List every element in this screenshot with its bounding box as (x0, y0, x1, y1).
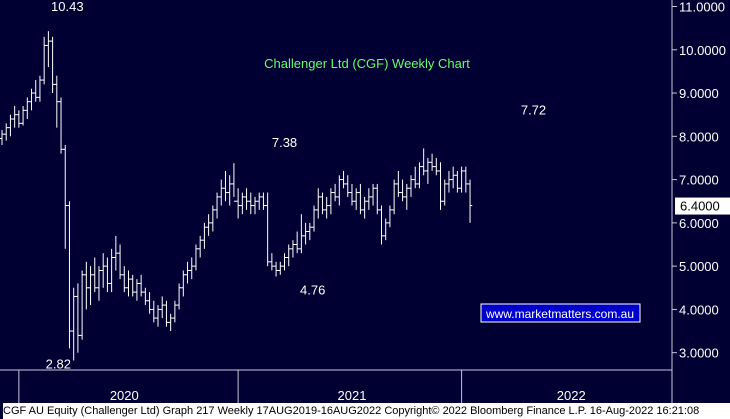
y-tick-label: 3.0000 (679, 346, 719, 361)
y-tick-label: 8.0000 (679, 129, 719, 144)
last-price-label: 6.4000 (680, 199, 720, 214)
watermark-box (480, 303, 641, 323)
y-tick-label: 4.0000 (679, 302, 719, 317)
price-annotation: 10.43 (51, 0, 84, 14)
chart-title: Challenger Ltd (CGF) Weekly Chart (264, 56, 470, 71)
price-annotation: 7.72 (521, 102, 546, 117)
price-annotation: 4.76 (300, 283, 325, 298)
price-chart: 3.0000 4.0000 5.0000 6.0000 7.0000 8.0000 9.00… (0, 0, 730, 403)
year-label: 2022 (557, 388, 586, 403)
bloomberg-footer: CGF AU Equity (Challenger Ltd) Graph 217… (3, 403, 730, 419)
year-label: 2021 (338, 388, 367, 403)
y-tick-label: 11.0000 (679, 0, 725, 14)
y-tick-label: 6.0000 (679, 216, 719, 231)
price-annotation: 2.82 (46, 356, 71, 371)
watermark-text: www.marketmatters.com.au (485, 307, 634, 321)
last-price-tag (675, 197, 730, 215)
y-tick-label: 9.0000 (679, 86, 719, 101)
y-tick-label: 5.0000 (679, 259, 719, 274)
price-annotation: 7.38 (272, 135, 297, 150)
y-tick-label: 10.0000 (679, 43, 726, 58)
year-label: 2020 (110, 388, 139, 403)
y-tick-label: 7.0000 (679, 173, 719, 188)
